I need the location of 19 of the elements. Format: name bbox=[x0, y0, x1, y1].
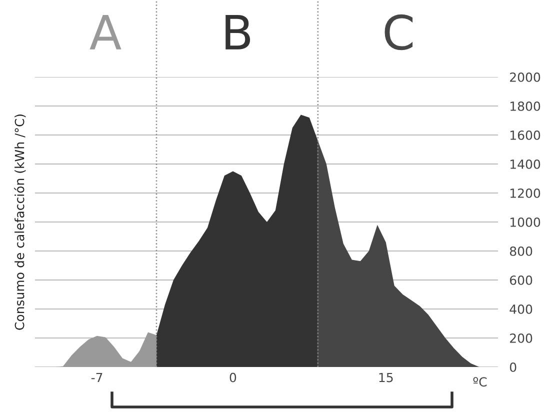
text: C bbox=[384, 14, 413, 50]
x-axis-title: ºC bbox=[473, 377, 487, 387]
y-tick-label: 2000 bbox=[510, 72, 540, 82]
x-tick-label: 15 bbox=[379, 372, 393, 382]
y-tick-label: 400 bbox=[510, 304, 532, 314]
y-tick-label: 1400 bbox=[510, 159, 540, 169]
text: A bbox=[90, 15, 122, 50]
y-tick-label: 800 bbox=[510, 246, 532, 256]
x-tick-label: 0 bbox=[230, 372, 236, 382]
y-axis-title: Consumo de calefacción (kWh /°C) bbox=[14, 114, 26, 330]
x-tick-label: -7 bbox=[91, 372, 102, 382]
y-tick-label: 1800 bbox=[510, 101, 540, 111]
y-tick-label: 600 bbox=[510, 275, 532, 285]
y-tick-label: 1000 bbox=[510, 217, 540, 227]
y-tick-label: 0 bbox=[510, 362, 516, 372]
y-tick-label: 200 bbox=[510, 333, 532, 343]
series-label: B bbox=[226, 15, 250, 50]
y-tick-label: 1600 bbox=[510, 130, 540, 140]
y-tick-label: 1200 bbox=[510, 188, 540, 198]
